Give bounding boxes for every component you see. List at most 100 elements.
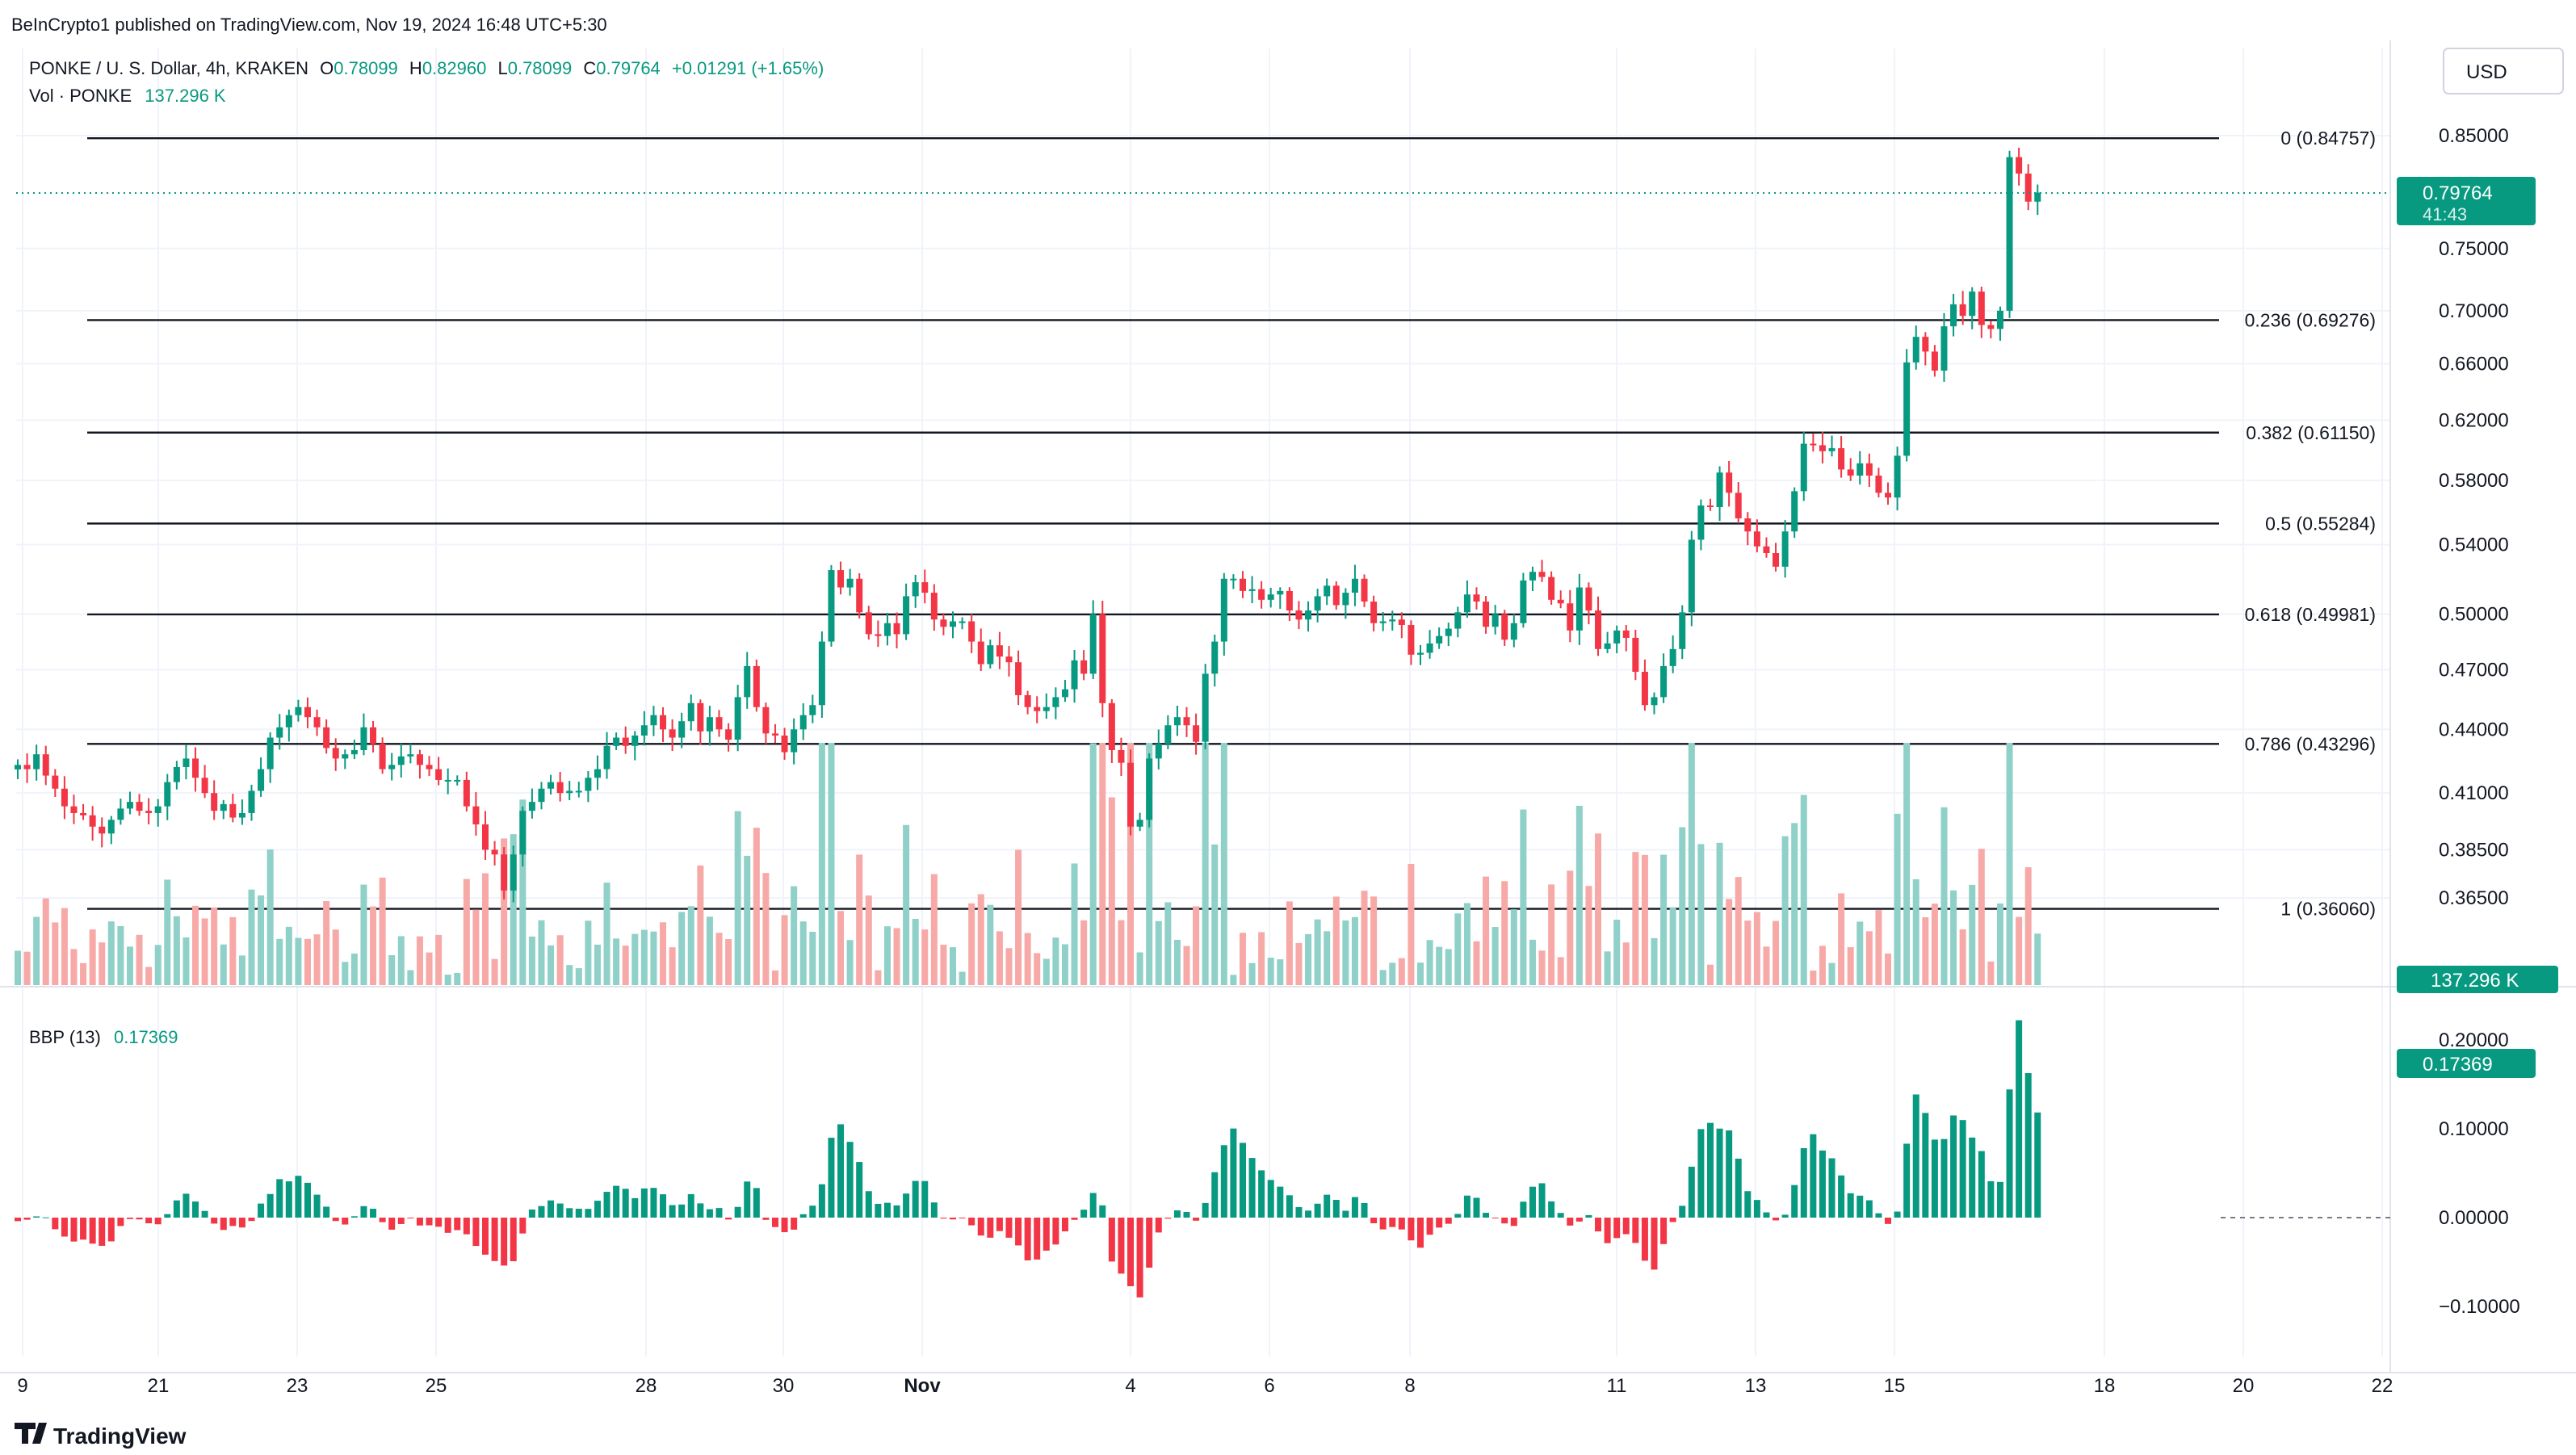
bbp-bar (1959, 1120, 1966, 1218)
volume-bar (1305, 933, 1312, 985)
bbp-bar (2016, 1020, 2023, 1218)
volume-bar (1361, 891, 1368, 985)
candle-body (1277, 590, 1284, 595)
volume-bar (1332, 896, 1340, 985)
volume-bar (1520, 809, 1527, 985)
volume-bar (1108, 797, 1115, 985)
volume-bar (1248, 962, 1256, 985)
candle-body (1773, 553, 1780, 567)
bbp-bar (1828, 1158, 1836, 1218)
publisher-line: BeInCrypto1 published on TradingView.com… (11, 15, 607, 35)
bbp-bar (1894, 1211, 1901, 1218)
tradingview-logo[interactable]: TradingView (15, 1423, 187, 1449)
volume-bar (799, 921, 807, 985)
volume-bar (1987, 961, 1995, 985)
candle-body (145, 811, 153, 813)
candle-body (1034, 707, 1041, 711)
candle-body (238, 812, 245, 818)
volume-bar (1052, 937, 1059, 985)
volume-bar (846, 940, 854, 985)
date-label: 13 (1745, 1375, 1767, 1397)
candle-body (1408, 625, 1415, 655)
volume-bar (1295, 942, 1303, 985)
bbp-bar (1342, 1210, 1349, 1218)
bbp-bar (837, 1124, 845, 1218)
candle-body (1445, 628, 1452, 636)
bbp-bar (1660, 1218, 1668, 1244)
price-tick-label: 0.54000 (2439, 535, 2509, 556)
bbp-bar (23, 1218, 31, 1220)
volume-bar (42, 898, 49, 985)
bbp-bar (594, 1201, 601, 1218)
volume-bar (968, 903, 975, 985)
bbp-bar (678, 1204, 686, 1218)
candle-body (1286, 590, 1293, 611)
candle-body (1669, 648, 1676, 666)
volume-bar (875, 970, 882, 985)
bbp-bar (715, 1208, 723, 1218)
volume-bar (164, 879, 171, 985)
volume-bar (1417, 962, 1424, 985)
volume-bar (837, 911, 845, 985)
volume-bar (1173, 939, 1181, 985)
candle-body (1810, 443, 1817, 446)
volume-bar (117, 925, 124, 985)
candle-body (1931, 351, 1938, 371)
candle-body (350, 749, 358, 755)
candle-body (856, 578, 863, 613)
bbp-tick-label: 0.10000 (2439, 1118, 2509, 1140)
candle-body (715, 717, 723, 730)
volume-bar (818, 743, 825, 985)
candle-body (1959, 304, 1966, 317)
bbp-bar (865, 1191, 872, 1218)
volume-bar (1996, 903, 2003, 985)
candle-body (818, 641, 825, 706)
candle-body (397, 756, 405, 765)
bbp-bar (1763, 1212, 1770, 1218)
candle-body (1332, 585, 1340, 606)
volume-bar (1903, 743, 1911, 985)
tv-logo-icon (15, 1423, 47, 1444)
candle-body (996, 645, 1003, 657)
bbp-bar (622, 1189, 629, 1218)
candle-body (903, 596, 910, 635)
candle-body (276, 727, 283, 738)
bbp-bar (734, 1206, 741, 1218)
bbp-bar (510, 1218, 517, 1261)
volume-bar (1389, 962, 1396, 985)
price-tick-label: 0.70000 (2439, 300, 2509, 322)
volume-bar (1193, 906, 1200, 985)
candle-body (183, 758, 190, 767)
fibonacci-retracement[interactable]: 0 (0.84757) 0.236 (0.69276) 0.382 (0.61150… (87, 128, 2376, 920)
volume-bar (1491, 927, 1499, 985)
low-value: 0.78099 (508, 58, 573, 78)
volume-bar (1885, 953, 1891, 985)
bbp-bar (323, 1206, 330, 1218)
volume-bar (1220, 743, 1227, 985)
date-label: Nov (904, 1375, 941, 1397)
bbp-bar (173, 1200, 180, 1218)
price-tick-label: 0.66000 (2439, 354, 2509, 375)
volume-bar (706, 916, 713, 985)
bbp-bar (238, 1218, 245, 1228)
candle-body (313, 717, 321, 728)
price-tick-label: 0.58000 (2439, 470, 2509, 492)
currency-button[interactable] (2443, 48, 2564, 94)
volume-bar (1370, 896, 1378, 985)
bbp-bar (220, 1218, 227, 1231)
bbp-bar (1557, 1213, 1564, 1218)
bbp-bar (640, 1188, 648, 1218)
date-label: 4 (1125, 1375, 1135, 1397)
bbp-bar (304, 1182, 311, 1218)
volume-bar (258, 895, 265, 985)
bbp-bar (1510, 1218, 1517, 1226)
candle-body (1632, 637, 1639, 673)
bbp-bar (538, 1206, 545, 1218)
date-label: 18 (2094, 1375, 2116, 1397)
candle-body (921, 582, 929, 593)
volume-bar (1856, 921, 1864, 985)
volume-bar (987, 904, 994, 985)
bbp-tick-label: 0.20000 (2439, 1029, 2509, 1051)
volume-bar (1071, 863, 1078, 985)
